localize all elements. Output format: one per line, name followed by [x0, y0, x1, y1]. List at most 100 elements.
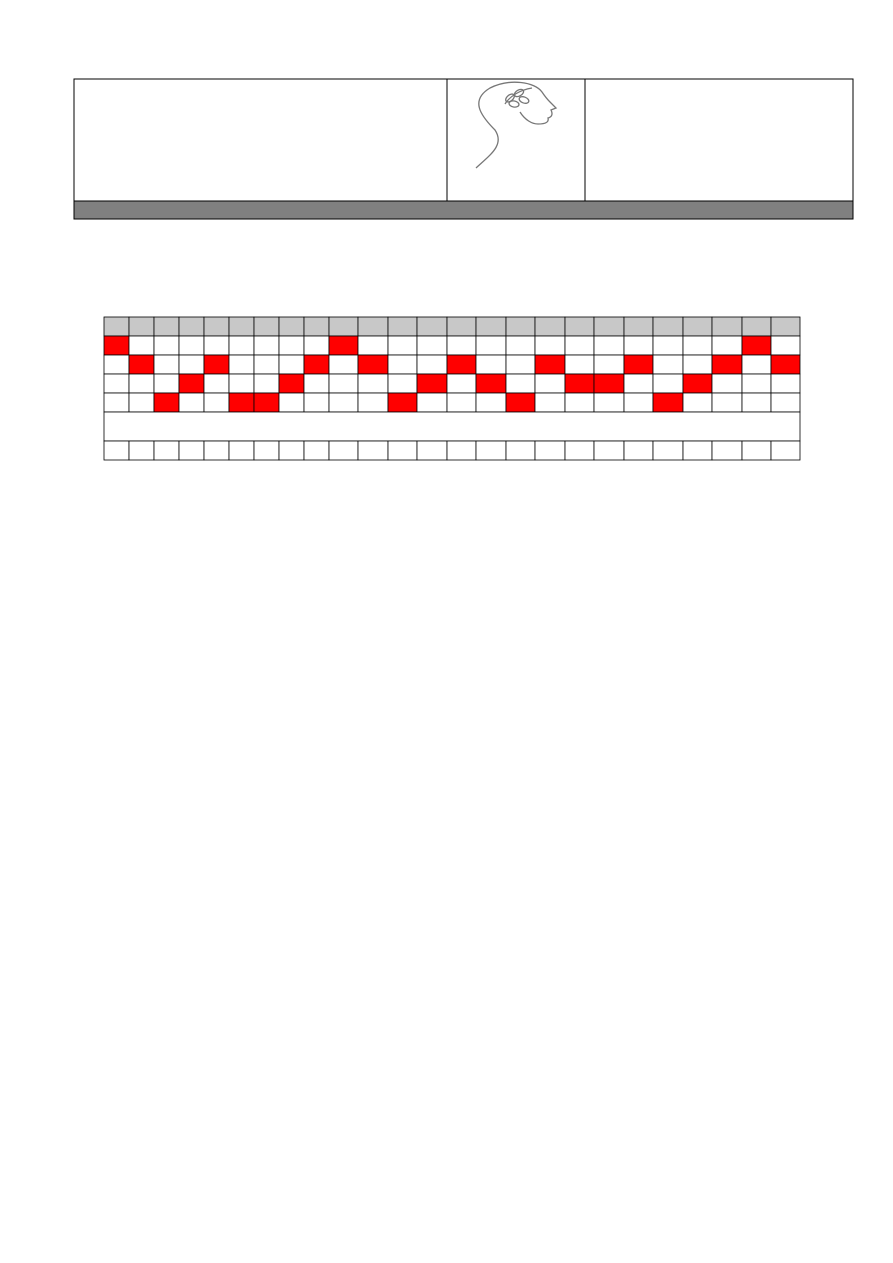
grid-cell: [153, 373, 180, 394]
grid-cell: [203, 316, 230, 337]
grid-cell: [593, 316, 625, 337]
grid-cell: [475, 440, 507, 461]
grid-cell: [103, 440, 130, 461]
grid-cell: [682, 316, 713, 337]
grid-cell: [253, 316, 280, 337]
grid-cell: [623, 392, 654, 413]
grid-cell: [711, 440, 743, 461]
grid-cell: [741, 373, 772, 394]
grid-cell: [153, 354, 180, 375]
grid-cell: [564, 373, 595, 394]
grid-cell: [623, 335, 654, 356]
grid-cell: [682, 373, 713, 394]
grid-cell: [505, 373, 536, 394]
grid-cell: [387, 316, 418, 337]
grid-cell: [564, 354, 595, 375]
grid-cell: [328, 373, 359, 394]
grid-cell: [623, 373, 654, 394]
grid-cell: [770, 316, 801, 337]
pattern-grid: [103, 316, 801, 461]
grid-cell: [128, 440, 155, 461]
grid-cell: [623, 354, 654, 375]
grid-cell: [446, 373, 477, 394]
header-bar: [73, 200, 854, 220]
grid-cell: [387, 373, 418, 394]
grid-cell: [228, 316, 255, 337]
grid-cell: [741, 335, 772, 356]
grid-cell: [593, 373, 625, 394]
grid-cell: [770, 373, 801, 394]
grid-cell: [328, 354, 359, 375]
grid-cell: [593, 335, 625, 356]
header-table: [73, 78, 854, 220]
grid-cell: [682, 440, 713, 461]
grid-cell: [446, 440, 477, 461]
grid-cell: [711, 354, 743, 375]
grid-cell: [711, 335, 743, 356]
grid-cell: [564, 440, 595, 461]
grid-cell: [416, 335, 448, 356]
grid-cell: [357, 392, 389, 413]
grid-cell: [505, 354, 536, 375]
grid-cell: [278, 392, 305, 413]
grid-cell: [652, 335, 684, 356]
logo-leaf: [518, 96, 530, 104]
grid-cell: [475, 373, 507, 394]
grid-cell: [153, 316, 180, 337]
grid-cell: [357, 335, 389, 356]
grid-cell: [534, 316, 566, 337]
grid-cell: [534, 373, 566, 394]
grid-cell: [711, 392, 743, 413]
grid-cell: [416, 316, 448, 337]
grid-cell: [770, 392, 801, 413]
grid-cell: [303, 335, 330, 356]
grid-cell: [741, 316, 772, 337]
grid-cell: [303, 354, 330, 375]
grid-cell: [357, 373, 389, 394]
grid-cell: [178, 335, 205, 356]
grid-cell: [505, 440, 536, 461]
grid-cell: [178, 316, 205, 337]
grid-cell: [228, 335, 255, 356]
grid-cell: [593, 354, 625, 375]
grid-cell: [357, 316, 389, 337]
header-frame: [73, 78, 854, 220]
grid-cell: [228, 392, 255, 413]
grid-cell: [228, 440, 255, 461]
grid-cell: [278, 440, 305, 461]
grid-cell: [534, 354, 566, 375]
grid-cell: [128, 392, 155, 413]
grid-cell: [416, 354, 448, 375]
grid-cell: [178, 373, 205, 394]
grid-cell: [103, 354, 130, 375]
grid-cell: [278, 316, 305, 337]
grid-cell: [253, 335, 280, 356]
logo-head: [475, 81, 558, 169]
logo-leaf: [513, 88, 525, 98]
grid-cell: [505, 392, 536, 413]
grid-cell: [228, 373, 255, 394]
grid-cell: [770, 440, 801, 461]
grid-cell: [203, 440, 230, 461]
grid-cell: [387, 354, 418, 375]
grid-cell: [153, 335, 180, 356]
grid-cell: [446, 335, 477, 356]
grid-cell: [103, 411, 801, 442]
grid-cell: [278, 354, 305, 375]
grid-cell: [228, 354, 255, 375]
grid-cell: [652, 373, 684, 394]
grid-cell: [652, 440, 684, 461]
grid-cell: [564, 316, 595, 337]
grid-cell: [711, 316, 743, 337]
grid-cell: [416, 392, 448, 413]
grid-cell: [446, 354, 477, 375]
grid-cell: [652, 354, 684, 375]
grid-cell: [328, 392, 359, 413]
grid-cell: [128, 354, 155, 375]
grid-cell: [357, 440, 389, 461]
grid-cell: [303, 440, 330, 461]
grid-cell: [303, 373, 330, 394]
grid-cell: [741, 392, 772, 413]
